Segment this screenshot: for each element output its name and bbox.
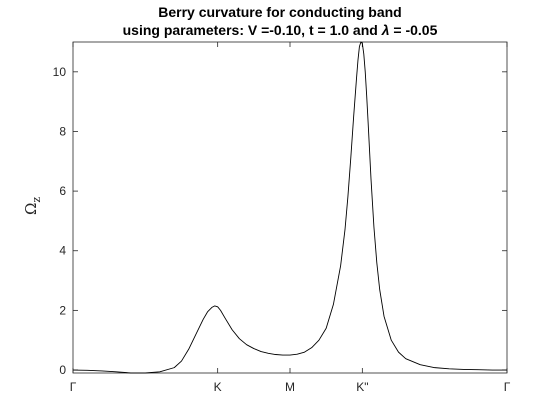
chart-title: Berry curvature for conducting band xyxy=(158,4,402,20)
x-tick-label: Γ xyxy=(70,380,77,394)
axes xyxy=(72,41,508,374)
y-tick-label: 4 xyxy=(59,244,66,258)
subtitle-prefix: using parameters: V =-0.10, t = 1.0 and xyxy=(122,22,382,38)
lambda-symbol: λ xyxy=(381,22,390,38)
berry-curvature-line xyxy=(72,41,507,374)
y-tick-label: 0 xyxy=(59,363,66,377)
plot-frame xyxy=(72,41,508,374)
chart-subtitle: using parameters: V =-0.10, t = 1.0 and … xyxy=(0,22,560,38)
ticks: 0 2 4 6 8 10 Γ K M K" Γ xyxy=(53,42,511,394)
x-tick-label: K xyxy=(214,380,222,394)
subtitle-suffix: = -0.05 xyxy=(389,22,438,38)
y-tick-label: 8 xyxy=(59,124,66,138)
y-tick-label: 2 xyxy=(59,303,66,317)
series-layer xyxy=(72,41,507,374)
x-tick-label: Γ xyxy=(504,380,511,394)
y-tick-label: 10 xyxy=(53,65,67,79)
y-tick-label: 6 xyxy=(59,184,66,198)
x-tick-label: M xyxy=(285,380,295,394)
x-tick-label: K" xyxy=(356,380,368,394)
